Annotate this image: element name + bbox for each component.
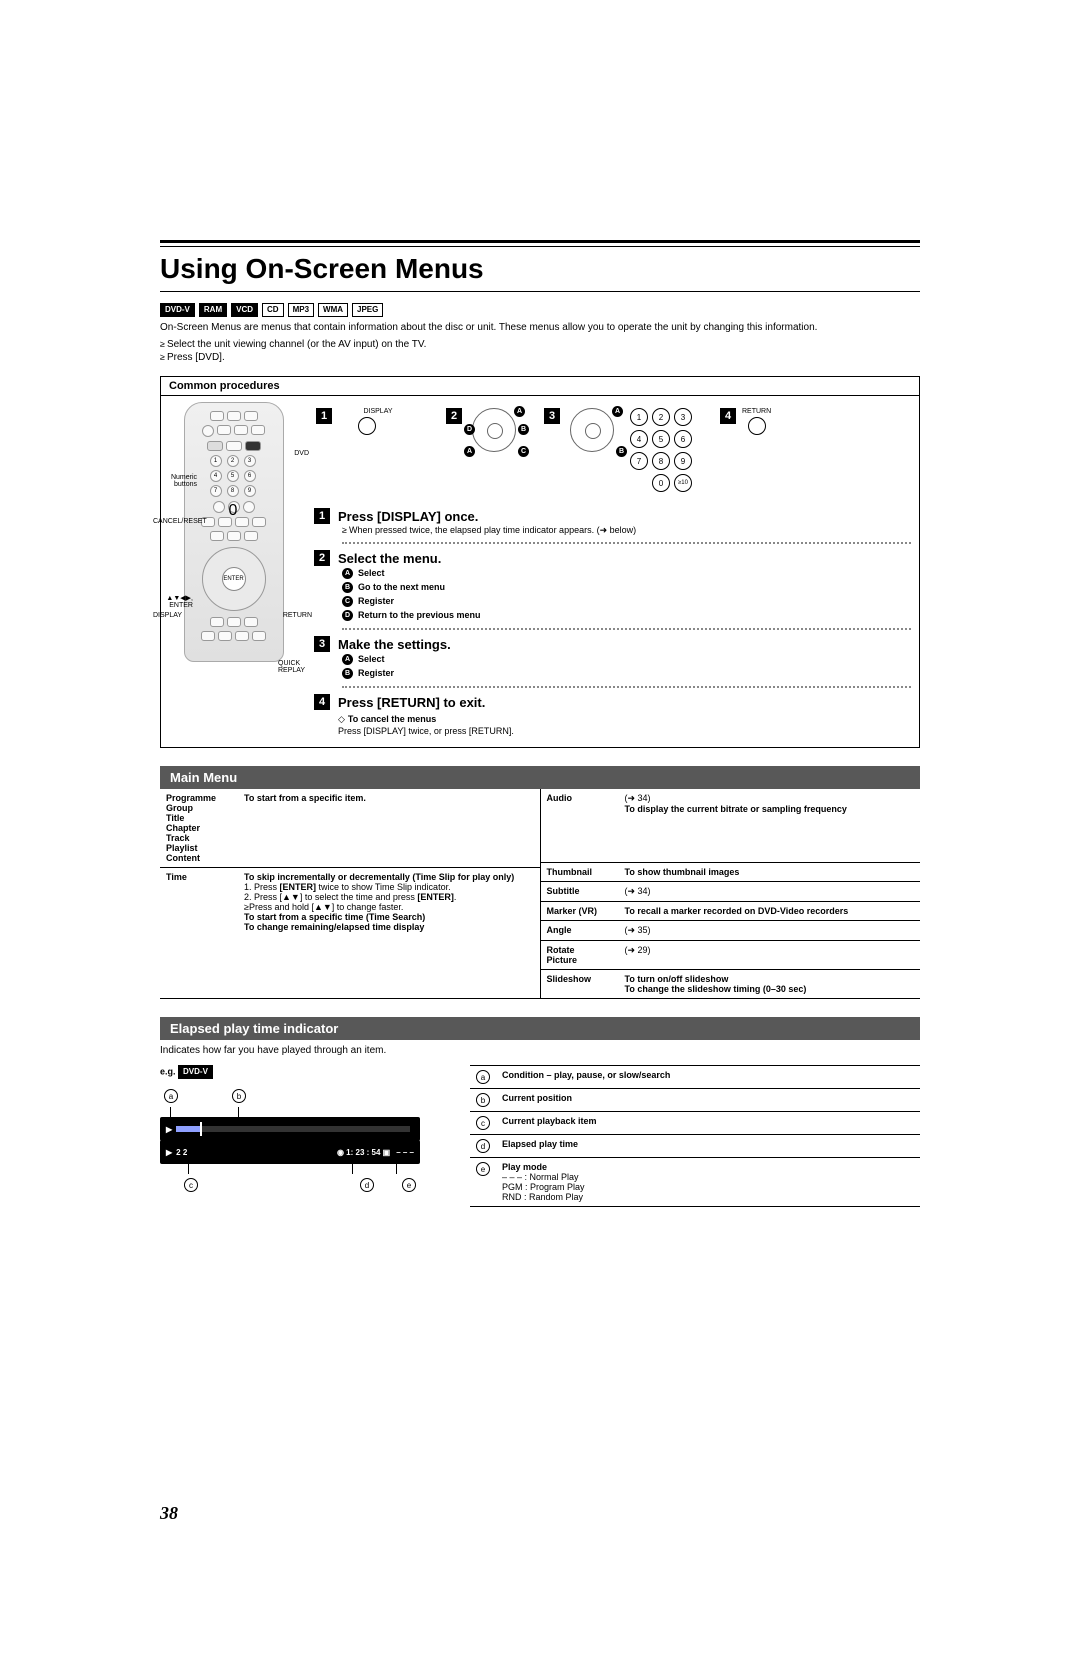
format-badge: RAM bbox=[199, 303, 227, 317]
page-title: Using On-Screen Menus bbox=[160, 251, 920, 291]
step-subitem: CRegister bbox=[314, 594, 911, 608]
format-badge: CD bbox=[262, 303, 284, 317]
step-note: When pressed twice, the elapsed play tim… bbox=[314, 524, 911, 536]
legend-row: dElapsed play time bbox=[470, 1135, 920, 1158]
menu-row: ThumbnailTo show thumbnail images bbox=[541, 863, 921, 882]
format-badge: DVD-V bbox=[160, 303, 195, 317]
indicator-diagram: e.g. DVD-V a b ▶ ▶ 2 2 bbox=[160, 1065, 450, 1207]
step-heading: 3 Make the settings. bbox=[314, 636, 911, 652]
box-header: Common procedures bbox=[161, 377, 919, 396]
menu-row: ProgrammeGroupTitleChapterTrackPlaylistC… bbox=[160, 789, 540, 868]
step-heading: 2 Select the menu. bbox=[314, 550, 911, 566]
common-procedures-box: Common procedures 123 456 789 0 ENTER bbox=[160, 376, 920, 748]
step-subitem: DReturn to the previous menu bbox=[314, 608, 911, 622]
menu-row: Subtitle(➜ 34) bbox=[541, 882, 921, 902]
intro-bullet: Select the unit viewing channel (or the … bbox=[160, 338, 920, 351]
menu-row: Audio(➜ 34)To display the current bitrat… bbox=[541, 789, 921, 863]
intro-bullets: Select the unit viewing channel (or the … bbox=[160, 338, 920, 364]
step-icon-3: 3 bbox=[544, 408, 560, 424]
format-badge: WMA bbox=[318, 303, 348, 317]
menu-row: Angle(➜ 35) bbox=[541, 921, 921, 941]
main-menu-table: ProgrammeGroupTitleChapterTrackPlaylistC… bbox=[160, 789, 920, 999]
step-subitem: ASelect bbox=[314, 566, 911, 580]
menu-row: RotatePicture(➜ 29) bbox=[541, 941, 921, 970]
step-heading: 1 Press [DISPLAY] once. bbox=[314, 508, 911, 524]
elapsed-header: Elapsed play time indicator bbox=[160, 1017, 920, 1040]
format-badge: VCD bbox=[231, 303, 258, 317]
step-heading: 4 Press [RETURN] to exit. bbox=[314, 694, 911, 710]
format-badges: DVD-V RAM VCD CD MP3 WMA JPEG bbox=[160, 303, 920, 317]
indicator-legend: aCondition – play, pause, or slow/search… bbox=[470, 1065, 920, 1207]
format-badge: JPEG bbox=[352, 303, 383, 317]
legend-row: ePlay mode– – – : Normal PlayPGM : Progr… bbox=[470, 1158, 920, 1206]
legend-row: aCondition – play, pause, or slow/search bbox=[470, 1066, 920, 1089]
intro-text: On-Screen Menus are menus that contain i… bbox=[160, 321, 920, 334]
format-badge: MP3 bbox=[288, 303, 314, 317]
intro-bullet: Press [DVD]. bbox=[160, 351, 920, 364]
step-icons-row: 1 DISPLAY 2 A D B A bbox=[310, 402, 911, 506]
menu-row: TimeTo skip incrementally or decremental… bbox=[160, 868, 540, 936]
page-number: 38 bbox=[160, 1503, 178, 1524]
step-icon-2: 2 bbox=[446, 408, 462, 424]
main-menu-header: Main Menu bbox=[160, 766, 920, 789]
step-subitem: BRegister bbox=[314, 666, 911, 680]
step-icon-4: 4 bbox=[720, 408, 736, 424]
cancel-note: To cancel the menus Press [DISPLAY] twic… bbox=[310, 713, 911, 737]
legend-row: cCurrent playback item bbox=[470, 1112, 920, 1135]
step-icon-1: 1 bbox=[316, 408, 332, 424]
remote-diagram: 123 456 789 0 ENTER DVD Numeric buttons … bbox=[161, 402, 306, 737]
legend-row: bCurrent position bbox=[470, 1089, 920, 1112]
menu-row: SlideshowTo turn on/off slideshowTo chan… bbox=[541, 970, 921, 998]
step-subitem: BGo to the next menu bbox=[314, 580, 911, 594]
steps-list: 1 Press [DISPLAY] once.When pressed twic… bbox=[310, 506, 911, 710]
menu-row: Marker (VR)To recall a marker recorded o… bbox=[541, 902, 921, 921]
step-subitem: ASelect bbox=[314, 652, 911, 666]
elapsed-intro: Indicates how far you have played throug… bbox=[160, 1044, 920, 1057]
